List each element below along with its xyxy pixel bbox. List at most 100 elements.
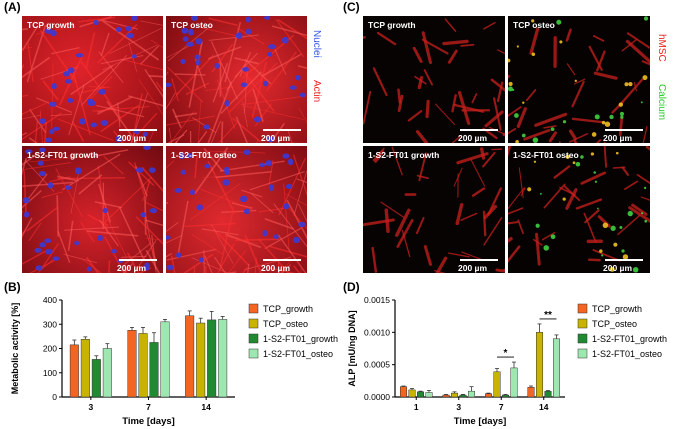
legend-swatch (577, 318, 588, 329)
significance-label: * (504, 348, 508, 359)
image-label: 1-S2-FT01 growth (368, 150, 440, 160)
legend-label: TCP_osteo (263, 319, 308, 329)
x-tick-label: 3 (456, 402, 461, 412)
legend-swatch (248, 348, 259, 359)
bar (102, 348, 112, 398)
y-axis-title: Metabolic activity [%] (10, 303, 20, 395)
bar (218, 319, 228, 398)
legend-label: TCP_osteo (592, 319, 637, 329)
scale-bar-label: 200 µm (117, 133, 146, 143)
bar (196, 322, 206, 398)
bar (544, 390, 552, 398)
bar (400, 386, 407, 398)
micrograph-texture (166, 16, 307, 143)
legend-swatch (248, 303, 259, 314)
legend-label: 1-S2-FT01_growth (592, 334, 667, 344)
image-label: 1-S2-FT01 osteo (513, 150, 579, 160)
stain-label-actin: Actin (311, 80, 322, 103)
micrograph-c-tcp-growth: TCP growth 200 µm (363, 16, 505, 143)
y-tick-label: 200 (43, 344, 57, 354)
x-tick-label: 3 (88, 402, 93, 412)
bar (502, 394, 509, 398)
significance-label: ** (544, 310, 552, 321)
scale-bar-label: 200 µm (603, 263, 632, 273)
x-tick-label: 7 (146, 402, 151, 412)
scale-bar-label: 200 µm (117, 263, 146, 273)
y-axis-title: ALP [mU/ng DNA] (347, 310, 357, 386)
y-tick-label: 0.0015 (364, 295, 390, 305)
panel-letter-a: (A) (4, 0, 21, 14)
stain-label-hmsc: hMSC (656, 34, 667, 62)
legend-swatch (248, 333, 259, 344)
bar (536, 332, 543, 398)
x-tick-label: 1 (414, 402, 419, 412)
bar (459, 394, 467, 398)
x-tick-label: 14 (201, 402, 211, 412)
panel-letter-d: (D) (343, 280, 360, 294)
x-tick-label: 14 (539, 402, 549, 412)
scale-bar (119, 259, 157, 261)
x-tick-label: 7 (499, 402, 504, 412)
bar (485, 393, 492, 398)
micrograph-texture (166, 147, 307, 273)
bar (553, 338, 560, 398)
legend-label: TCP_growth (263, 304, 313, 314)
image-label: TCP growth (368, 20, 416, 30)
scale-bar-label: 200 µm (458, 133, 487, 143)
bar (442, 394, 450, 398)
scale-bar (460, 129, 498, 131)
panel-letter-b: (B) (4, 280, 21, 294)
x-axis-title: Time [days] (122, 416, 175, 427)
y-tick-label: 0 (52, 392, 57, 402)
y-tick-label: 0.0000 (364, 392, 390, 402)
stain-label-calcium: Calcium (656, 84, 667, 121)
image-label: TCP osteo (513, 20, 555, 30)
bar (527, 387, 535, 398)
bar (451, 392, 458, 398)
micrograph-a-tcp-growth: TCP growth 200 µm (22, 16, 163, 143)
scale-bar (263, 129, 301, 131)
scale-bar (605, 259, 643, 261)
bar (127, 330, 137, 398)
legend-swatch (577, 348, 588, 359)
stain-label-nuclei: Nuclei (311, 30, 322, 58)
bar (468, 390, 475, 398)
y-tick-label: 400 (43, 295, 57, 305)
bar (80, 339, 90, 398)
x-axis-title: Time [days] (454, 416, 507, 427)
image-label: 1-S2-FT01 osteo (171, 150, 237, 160)
micrograph-texture (22, 16, 163, 143)
bar (408, 389, 416, 398)
micrograph-texture (508, 16, 650, 143)
legend-swatch (577, 333, 588, 344)
micrograph-texture (363, 146, 505, 273)
image-label: TCP growth (27, 20, 75, 30)
micrograph-a-s2-growth: 1-S2-FT01 growth 200 µm (22, 146, 163, 273)
micrograph-c-s2-osteo: 1-S2-FT01 osteo 200 µm (508, 146, 650, 273)
scale-bar-label: 200 µm (458, 263, 487, 273)
legend-swatch (577, 303, 588, 314)
image-label: TCP osteo (171, 20, 213, 30)
scale-bar-label: 200 µm (261, 133, 290, 143)
bar (417, 391, 424, 398)
bar (185, 315, 195, 398)
legend-label: 1-S2-FT01_osteo (263, 349, 333, 359)
bar (91, 359, 101, 398)
micrograph-texture (22, 146, 163, 273)
micrograph-c-tcp-osteo: TCP osteo 200 µm (508, 16, 650, 143)
y-tick-label: 0.0010 (364, 327, 390, 337)
micrograph-texture (508, 146, 650, 273)
legend-swatch (248, 318, 259, 329)
bar (149, 342, 159, 398)
micrograph-a-s2-osteo: 1-S2-FT01 osteo 200 µm (166, 146, 307, 273)
legend-label: 1-S2-FT01_growth (263, 334, 338, 344)
micrograph-texture (363, 18, 505, 143)
scale-bar (460, 259, 498, 261)
micrograph-a-tcp-osteo: TCP osteo 200 µm (166, 16, 307, 143)
bar (207, 319, 217, 398)
y-tick-label: 0.0005 (364, 360, 390, 370)
bar (160, 321, 170, 398)
bar (493, 371, 501, 398)
y-tick-label: 100 (43, 368, 57, 378)
